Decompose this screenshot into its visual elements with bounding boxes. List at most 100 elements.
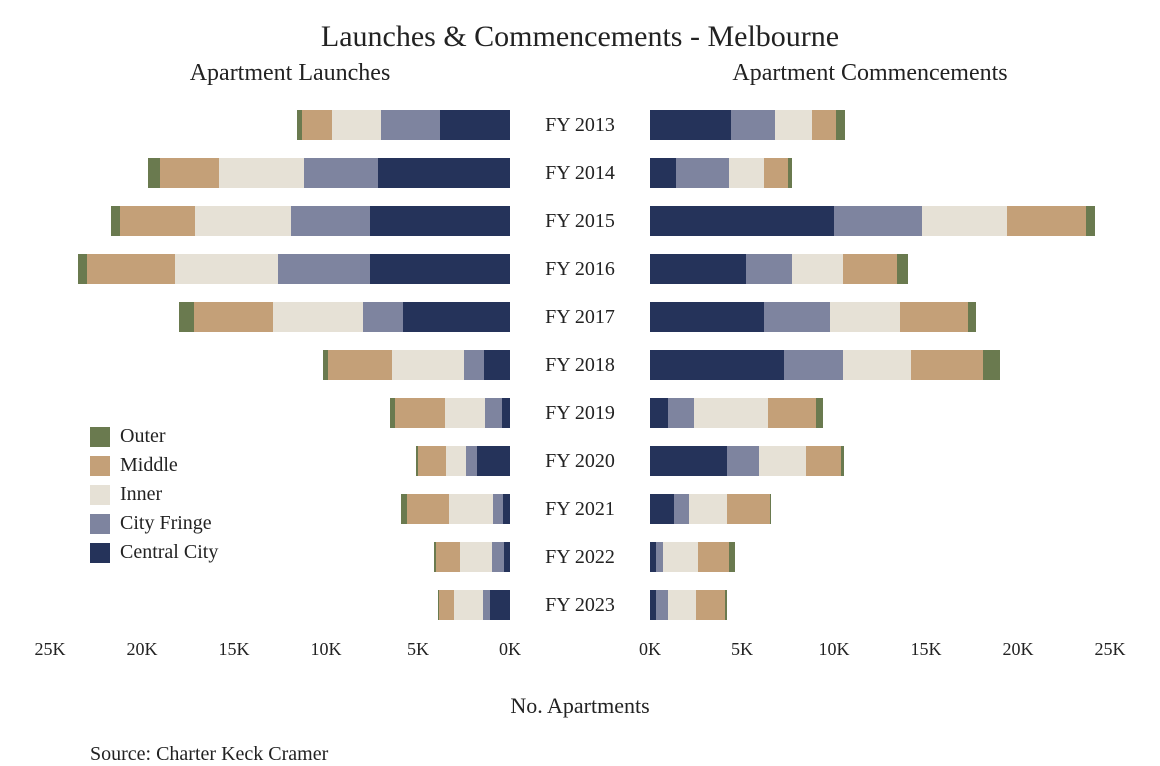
- bar-segment-middle: [696, 590, 725, 620]
- bar-row: FY 2013: [50, 101, 1110, 149]
- year-label: FY 2015: [510, 210, 650, 233]
- bar-segment-city_fringe: [492, 542, 505, 572]
- bar-segment-city_fringe: [278, 254, 370, 284]
- legend-item-city_fringe: City Fringe: [90, 509, 218, 538]
- bar-row: FY 2014: [50, 149, 1110, 197]
- bar-segment-central_city: [502, 398, 510, 428]
- axis-tick-left: 25K: [35, 639, 66, 660]
- year-label: FY 2018: [510, 354, 650, 377]
- bar-segment-inner: [332, 110, 382, 140]
- bar-segment-middle: [900, 302, 968, 332]
- bar-segment-city_fringe: [784, 350, 843, 380]
- launches-bar: [50, 350, 510, 380]
- bar-segment-city_fringe: [668, 398, 694, 428]
- bar-segment-inner: [454, 590, 483, 620]
- axis-tick-right: 5K: [731, 639, 753, 660]
- bar-segment-inner: [445, 398, 485, 428]
- commencements-bar: [650, 590, 1110, 620]
- legend-swatch: [90, 456, 110, 476]
- bar-segment-central_city: [650, 158, 676, 188]
- commencements-bar: [650, 542, 1110, 572]
- year-label: FY 2021: [510, 498, 650, 521]
- bar-segment-central_city: [650, 302, 764, 332]
- bar-row: FY 2023: [50, 581, 1110, 629]
- bar-segment-city_fringe: [834, 206, 922, 236]
- axis-tick-right: 0K: [639, 639, 661, 660]
- year-label: FY 2019: [510, 402, 650, 425]
- bar-segment-outer: [111, 206, 120, 236]
- bar-segment-inner: [219, 158, 304, 188]
- bar-segment-middle: [727, 494, 769, 524]
- bar-segment-middle: [160, 158, 219, 188]
- launches-bar: [50, 590, 510, 620]
- bar-segment-city_fringe: [764, 302, 830, 332]
- bar-segment-city_fringe: [363, 302, 403, 332]
- commencements-bar: [650, 446, 1110, 476]
- year-label: FY 2023: [510, 594, 650, 617]
- x-axis-left: 0K5K10K15K20K25K: [50, 639, 510, 663]
- legend-swatch: [90, 485, 110, 505]
- legend-label: Inner: [120, 480, 162, 509]
- legend-label: Outer: [120, 422, 166, 451]
- bar-segment-middle: [764, 158, 788, 188]
- bar-segment-inner: [922, 206, 1007, 236]
- axis-tick-right: 20K: [1003, 639, 1034, 660]
- launches-bar: [50, 110, 510, 140]
- chart-title: Launches & Commencements - Melbourne: [0, 0, 1160, 54]
- legend-item-central_city: Central City: [90, 538, 218, 567]
- bar-segment-outer: [1086, 206, 1095, 236]
- axis-tick-right: 10K: [819, 639, 850, 660]
- bar-segment-city_fringe: [466, 446, 477, 476]
- bar-segment-central_city: [650, 254, 746, 284]
- bar-segment-middle: [302, 110, 331, 140]
- bar-segment-city_fringe: [381, 110, 440, 140]
- axis-tick-left: 10K: [311, 639, 342, 660]
- bar-segment-city_fringe: [656, 542, 663, 572]
- left-subtitle: Apartment Launches: [70, 60, 510, 87]
- bar-segment-central_city: [378, 158, 510, 188]
- bar-row: FY 2018: [50, 341, 1110, 389]
- bar-segment-central_city: [650, 446, 727, 476]
- bar-segment-inner: [775, 110, 812, 140]
- axis-tick-left: 20K: [127, 639, 158, 660]
- bar-segment-inner: [759, 446, 807, 476]
- bar-segment-inner: [792, 254, 844, 284]
- bar-segment-central_city: [484, 350, 510, 380]
- bar-segment-city_fringe: [304, 158, 378, 188]
- bar-row: FY 2016: [50, 245, 1110, 293]
- bar-segment-middle: [418, 446, 446, 476]
- legend-item-middle: Middle: [90, 451, 218, 480]
- bar-segment-inner: [392, 350, 464, 380]
- bar-segment-central_city: [650, 206, 834, 236]
- bar-segment-middle: [843, 254, 896, 284]
- bar-segment-central_city: [650, 398, 668, 428]
- commencements-bar: [650, 254, 1110, 284]
- bar-segment-city_fringe: [464, 350, 484, 380]
- launches-bar: [50, 158, 510, 188]
- year-label: FY 2017: [510, 306, 650, 329]
- bar-segment-outer: [968, 302, 975, 332]
- bar-segment-middle: [436, 542, 461, 572]
- bar-segment-middle: [911, 350, 983, 380]
- bar-row: FY 2017: [50, 293, 1110, 341]
- legend-swatch: [90, 543, 110, 563]
- bar-segment-outer: [78, 254, 87, 284]
- x-axis-label: No. Apartments: [0, 693, 1160, 719]
- bar-segment-central_city: [440, 110, 510, 140]
- bar-segment-inner: [273, 302, 363, 332]
- axis-tick-right: 15K: [911, 639, 942, 660]
- bar-segment-central_city: [503, 494, 510, 524]
- bar-segment-middle: [87, 254, 175, 284]
- bar-segment-outer: [179, 302, 194, 332]
- legend-label: Central City: [120, 538, 218, 567]
- bar-segment-city_fringe: [731, 110, 775, 140]
- commencements-bar: [650, 398, 1110, 428]
- bar-segment-outer: [725, 590, 726, 620]
- bar-segment-inner: [663, 542, 698, 572]
- source-text: Source: Charter Keck Cramer: [90, 743, 1160, 766]
- axis-tick-right: 25K: [1095, 639, 1126, 660]
- year-label: FY 2020: [510, 450, 650, 473]
- legend-item-inner: Inner: [90, 480, 218, 509]
- commencements-bar: [650, 110, 1110, 140]
- year-label: FY 2016: [510, 258, 650, 281]
